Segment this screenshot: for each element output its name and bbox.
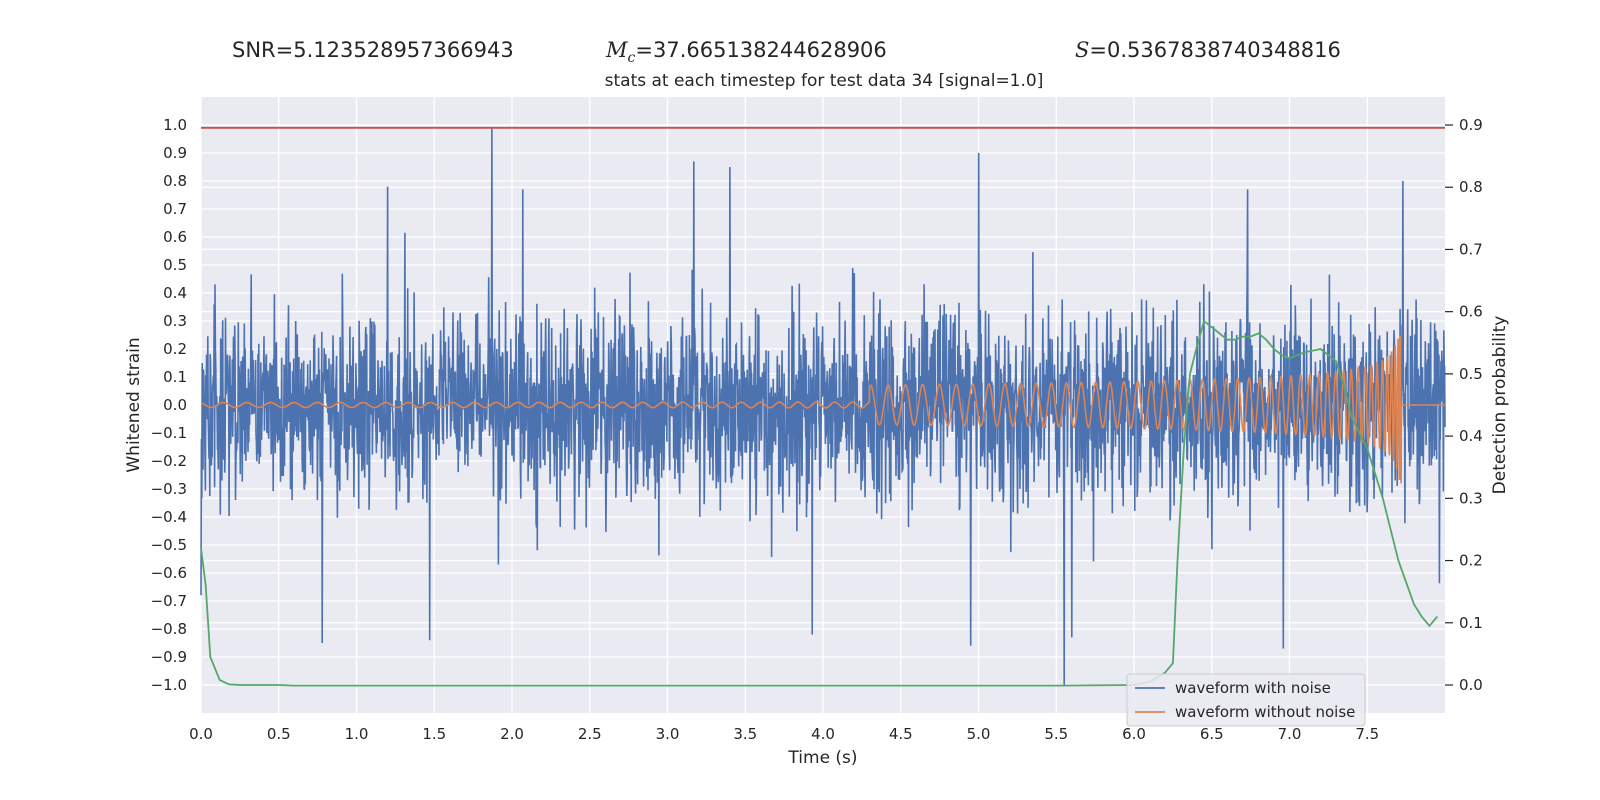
y-axis-label: Whitened strain xyxy=(124,337,144,472)
y-tick-label: −0.6 xyxy=(151,564,187,582)
snr-label: SNR xyxy=(232,38,276,62)
y-tick-label: 0.0 xyxy=(163,396,187,414)
legend-label: waveform with noise xyxy=(1175,679,1331,697)
x-tick-label: 1.0 xyxy=(345,725,369,743)
right-tick-label: 0.3 xyxy=(1459,489,1483,507)
y-tick-label: 0.3 xyxy=(163,312,187,330)
legend-box xyxy=(1126,673,1366,727)
s-stat: S=0.5367838740348816 xyxy=(1075,38,1341,62)
y-tick-label: −0.2 xyxy=(151,452,187,470)
snr-value: 5.123528957366943 xyxy=(293,38,514,62)
y-tick-label: −0.8 xyxy=(151,620,187,638)
y-tick-label: 0.8 xyxy=(163,172,187,190)
y-tick-label: −0.4 xyxy=(151,508,187,526)
x-tick-label: 2.0 xyxy=(500,725,524,743)
x-axis-label: Time (s) xyxy=(787,748,857,768)
right-tick-label: 0.5 xyxy=(1459,365,1483,383)
x-axis-ticks: 0.0 0.5 1.0 1.5 2.0 2.5 3.0 3.5 4.0 4.5 5.0 5.5 6.0 6… xyxy=(189,725,1379,743)
y-tick-label: −0.3 xyxy=(151,480,187,498)
x-tick-label: 6.5 xyxy=(1200,725,1224,743)
chirp-mass-stat: Mc=37.665138244628906 xyxy=(606,38,887,67)
x-tick-label: 4.5 xyxy=(889,725,913,743)
chart-title: stats at each timestep for test data 34 … xyxy=(604,71,1044,91)
right-axis-ticks: 0.9 0.8 0.7 0.6 0.5 0.4 0.3 0.2 0.1 0.0 xyxy=(1445,116,1483,694)
y-tick-label: 0.9 xyxy=(163,144,187,162)
x-tick-label: 1.5 xyxy=(422,725,446,743)
y-tick-label: −0.1 xyxy=(151,424,187,442)
snr-stat: SNR=5.123528957366943 xyxy=(232,38,514,62)
right-tick-label: 0.2 xyxy=(1459,552,1483,570)
x-tick-label: 6.0 xyxy=(1122,725,1146,743)
right-tick-label: 0.4 xyxy=(1459,427,1483,445)
right-tick-label: 0.9 xyxy=(1459,116,1483,134)
x-tick-label: 4.0 xyxy=(811,725,835,743)
series-waveform-with-noise xyxy=(200,127,1446,686)
x-tick-label: 5.0 xyxy=(967,725,991,743)
y-tick-label: 0.4 xyxy=(163,284,187,302)
s-value: 0.5367838740348816 xyxy=(1107,38,1341,62)
legend-label: waveform without noise xyxy=(1175,703,1355,721)
y-tick-label: −0.5 xyxy=(151,536,187,554)
x-tick-label: 7.5 xyxy=(1355,725,1379,743)
y-tick-label: 0.7 xyxy=(163,200,187,218)
y-tick-label: 0.6 xyxy=(163,228,187,246)
y-tick-label: 1.0 xyxy=(163,116,187,134)
y-tick-label: 0.1 xyxy=(163,368,187,386)
right-tick-label: 0.1 xyxy=(1459,614,1483,632)
series-detection-probability xyxy=(200,319,1438,687)
x-tick-label: 0.0 xyxy=(189,725,213,743)
chirp-mass-value: 37.665138244628906 xyxy=(652,38,887,62)
y-tick-label: 0.5 xyxy=(163,256,187,274)
right-tick-label: 0.0 xyxy=(1459,676,1483,694)
chirp-mass-subscript: c xyxy=(627,50,636,67)
x-tick-label: 5.5 xyxy=(1044,725,1068,743)
chirp-mass-symbol: M xyxy=(606,38,628,62)
y-tick-label: −0.7 xyxy=(151,592,187,610)
left-axis-ticks: 1.0 0.9 0.8 0.7 0.6 0.5 0.4 0.3 0.2 0.1 0.0 −0.1 −0.… xyxy=(151,116,187,694)
right-tick-label: 0.6 xyxy=(1459,303,1483,321)
right-tick-label: 0.7 xyxy=(1459,240,1483,258)
y-tick-label: 0.2 xyxy=(163,340,187,358)
y-tick-label: −1.0 xyxy=(151,676,187,694)
legend: waveform with noise waveform without nois… xyxy=(1126,673,1366,727)
x-tick-label: 0.5 xyxy=(267,725,291,743)
series-waveform-without-noise xyxy=(200,335,1445,484)
x-tick-label: 3.5 xyxy=(733,725,757,743)
x-tick-label: 2.5 xyxy=(578,725,602,743)
y-tick-label: −0.9 xyxy=(151,648,187,666)
x-tick-label: 3.0 xyxy=(656,725,680,743)
right-tick-label: 0.8 xyxy=(1459,178,1483,196)
right-y-axis-label: Detection probability xyxy=(1490,316,1510,495)
s-symbol: S xyxy=(1075,38,1090,62)
x-tick-label: 7.0 xyxy=(1278,725,1302,743)
plot-content xyxy=(200,126,1446,687)
